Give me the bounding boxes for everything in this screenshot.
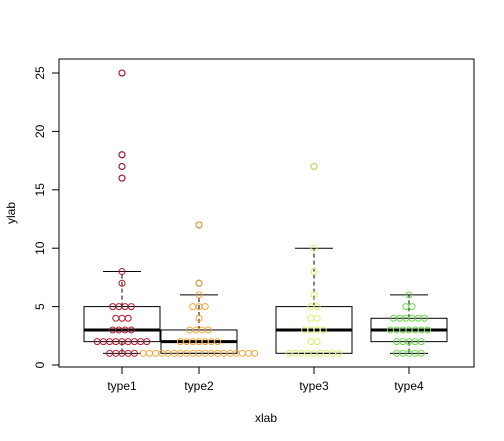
data-point-type3	[310, 244, 318, 252]
data-point-type1	[124, 314, 132, 322]
data-point-type1	[118, 174, 126, 182]
data-point-type4	[417, 349, 425, 357]
data-point-type4	[402, 303, 410, 311]
data-point-type1	[118, 314, 126, 322]
data-point-type1	[118, 69, 126, 77]
data-point-type2	[251, 349, 259, 357]
data-point-type1	[127, 303, 135, 311]
y-tick-label: 15	[33, 183, 47, 197]
data-point-type4	[408, 303, 416, 311]
data-point-type1	[143, 338, 151, 346]
data-point-type2	[195, 291, 203, 299]
x-tick-label: type4	[394, 379, 424, 393]
data-point-type3	[307, 338, 315, 346]
data-point-type3	[313, 338, 321, 346]
data-point-type2	[214, 338, 222, 346]
data-point-type4	[424, 326, 432, 334]
x-tick-label: type2	[184, 379, 214, 393]
data-point-type3	[313, 314, 321, 322]
box-type2	[160, 221, 238, 354]
data-point-type3	[307, 314, 315, 322]
data-point-type3	[335, 349, 343, 357]
data-point-type2	[201, 303, 209, 311]
data-point-type3	[319, 326, 327, 334]
x-axis: type1 type2 type3 type4	[107, 366, 424, 393]
data-point-type1	[112, 314, 120, 322]
data-point-type3	[310, 291, 318, 299]
data-point-type1	[118, 268, 126, 276]
boxes-layer	[83, 69, 448, 354]
data-point-type2	[245, 349, 253, 357]
data-point-type4	[405, 291, 413, 299]
y-axis: 0 5 10 15 20 25	[33, 66, 60, 368]
points-layer	[93, 69, 432, 357]
data-point-type2	[152, 349, 160, 357]
y-tick-label: 0	[33, 361, 47, 368]
y-axis-label: ylab	[4, 202, 18, 224]
data-point-type2	[195, 314, 203, 322]
data-point-type2	[238, 349, 246, 357]
y-tick-label: 10	[33, 241, 47, 255]
data-point-type4	[417, 338, 425, 346]
data-point-type4	[421, 314, 428, 322]
y-tick-label: 25	[33, 66, 47, 80]
data-point-type1	[118, 162, 126, 170]
data-point-type3	[313, 303, 321, 311]
box-type1	[83, 69, 161, 354]
data-point-type1	[118, 279, 126, 287]
y-tick-label: 5	[33, 303, 47, 310]
data-point-type3	[310, 162, 318, 170]
data-point-type1	[127, 326, 135, 334]
x-axis-label: xlab	[255, 411, 277, 425]
data-point-type3	[310, 268, 318, 276]
data-point-type1	[130, 349, 138, 357]
data-point-type2	[139, 349, 147, 357]
data-point-type2	[204, 326, 212, 334]
data-point-type2	[195, 279, 203, 287]
box-type3	[275, 162, 353, 354]
y-tick-label: 20	[33, 124, 47, 138]
data-point-type2	[145, 349, 153, 357]
x-tick-label: type3	[299, 379, 329, 393]
data-point-type2	[189, 303, 197, 311]
data-point-type1	[118, 151, 126, 159]
data-point-type2	[195, 221, 203, 229]
x-tick-label: type1	[107, 379, 137, 393]
box-iqr	[83, 306, 161, 343]
